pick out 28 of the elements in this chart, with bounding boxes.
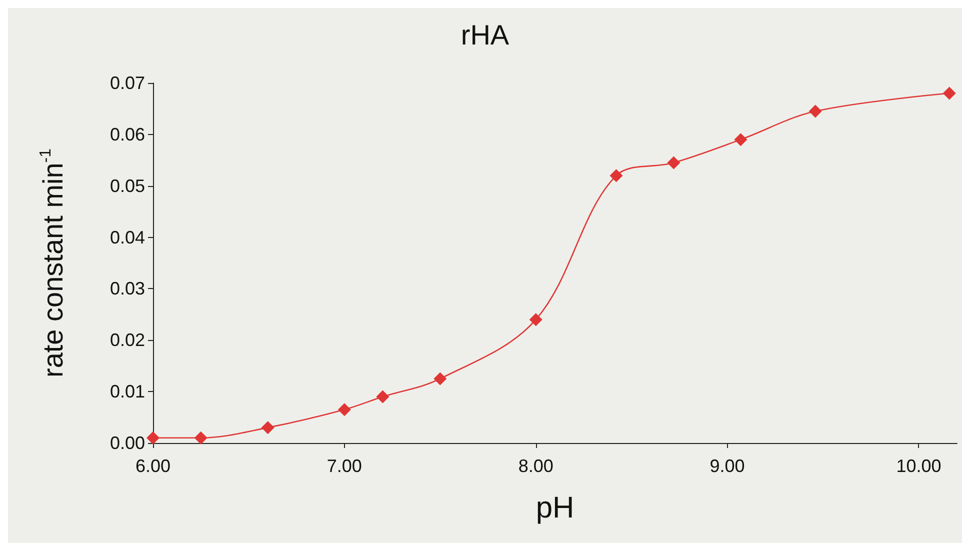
chart-title: rHA: [460, 20, 510, 50]
y-axis-title: rate constant min-1: [38, 148, 68, 378]
y-tick-label: 0.05: [110, 176, 145, 196]
x-tick-label: 9.00: [710, 456, 745, 476]
point: [434, 372, 447, 386]
y-tick-label: 0.06: [110, 124, 145, 144]
y-tick-label: 0.02: [110, 330, 145, 350]
y-tick-label: 0.01: [110, 382, 145, 402]
x-tick-label: 10.00: [896, 456, 942, 476]
point: [667, 156, 680, 170]
point: [808, 104, 822, 118]
point: [146, 431, 160, 444]
point: [529, 313, 542, 326]
y-tick-label: 0.04: [110, 227, 145, 248]
point: [734, 133, 748, 146]
point: [376, 390, 390, 404]
point: [942, 86, 956, 100]
x-tick-label: 6.00: [135, 456, 171, 476]
y-tick-label: 0.07: [110, 73, 145, 93]
point: [261, 421, 274, 434]
point: [610, 169, 623, 182]
x-tick-label: 7.00: [326, 456, 362, 476]
point: [338, 403, 351, 416]
x-tick-label: 8.00: [518, 456, 554, 476]
point: [194, 431, 208, 444]
y-tick-label: 0.00: [110, 433, 145, 453]
x-axis-title: pH: [536, 492, 574, 524]
y-tick-label: 0.03: [110, 278, 145, 299]
